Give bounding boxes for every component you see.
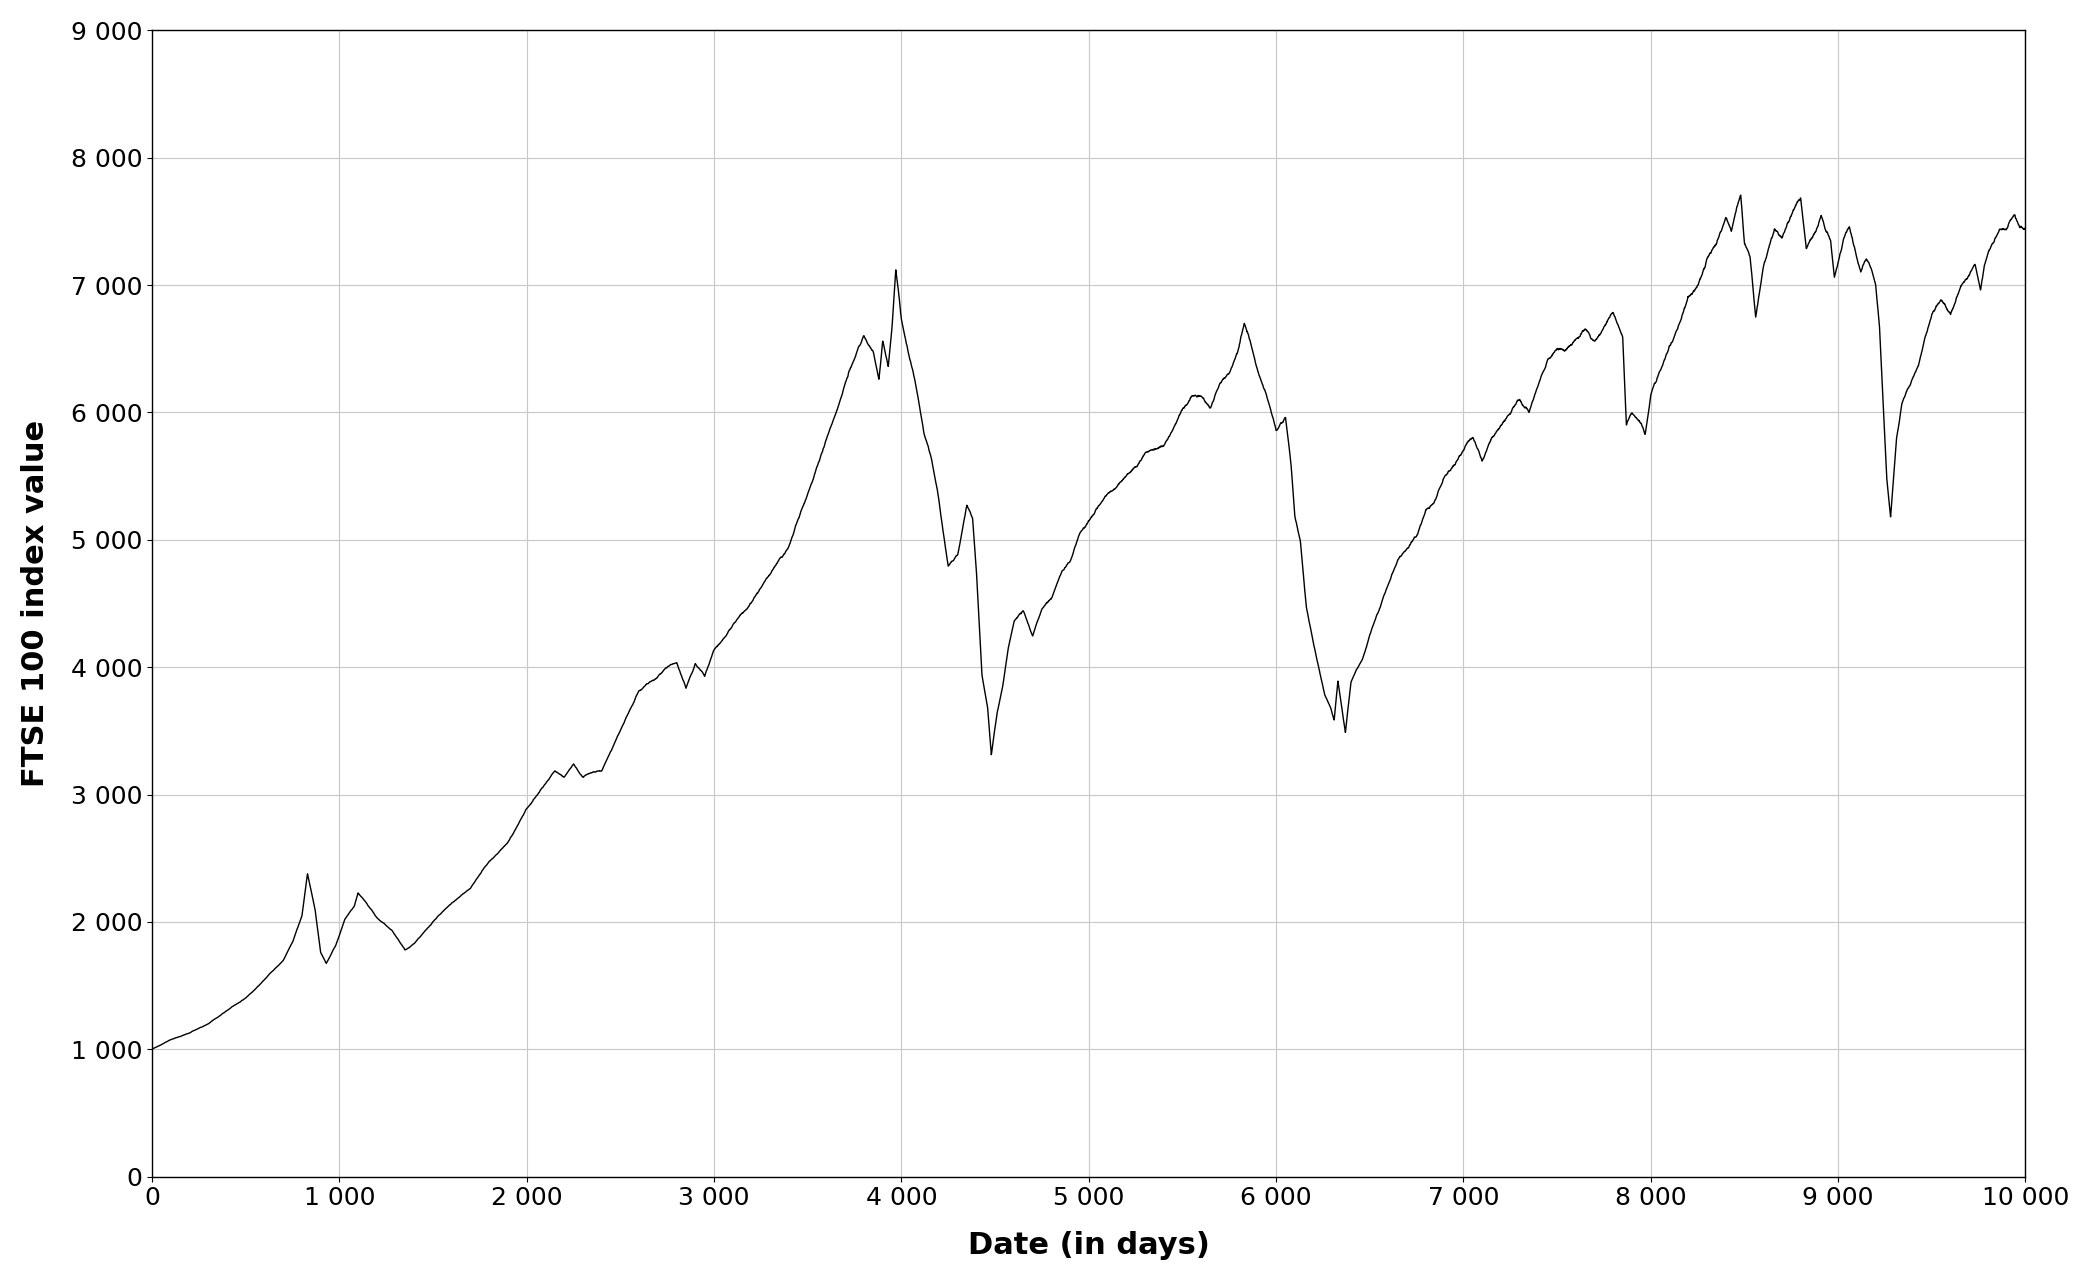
X-axis label: Date (in days): Date (in days) [968,1231,1210,1261]
Y-axis label: FTSE 100 index value: FTSE 100 index value [21,420,50,787]
